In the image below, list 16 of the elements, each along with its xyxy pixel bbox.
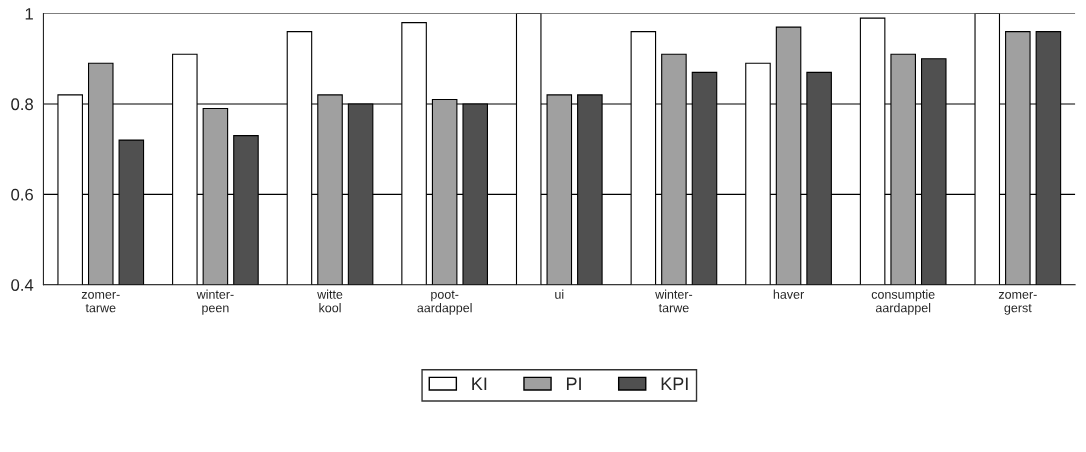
x-tick-label: winter- tarwe — [655, 289, 693, 313]
legend-label: PI — [566, 377, 581, 391]
legend-label: KI — [472, 377, 487, 391]
x-tick-label: ui — [555, 289, 564, 299]
legend-label: KPI — [661, 377, 688, 391]
x-tick-label: zomer- tarwe — [81, 291, 120, 313]
x-tick-label: haver — [773, 289, 804, 299]
y-tick-label: 0.6 — [11, 188, 33, 201]
y-tick-label: 0.4 — [11, 279, 34, 291]
x-tick-label: consumptie aardappel — [871, 289, 935, 315]
y-tick-label: 1 — [25, 8, 33, 20]
y-tick-label: 0.8 — [11, 98, 33, 111]
x-tick-label: zomer- gerst — [998, 291, 1037, 315]
x-tick-label: poot- aardappel — [417, 290, 472, 315]
x-tick-label: winter- peen — [196, 289, 234, 315]
x-tick-label: witte kool — [317, 289, 343, 313]
